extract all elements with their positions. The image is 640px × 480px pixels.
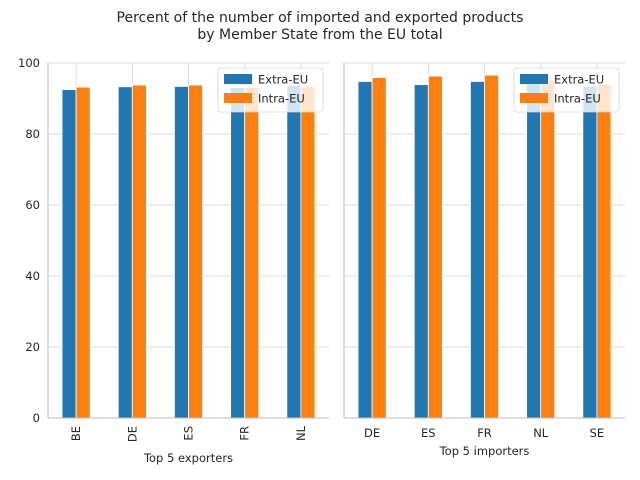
x-axis-label: Top 5 exporters [143, 451, 233, 465]
bar-intra-eu-es [188, 84, 203, 419]
bar-intra-eu-fr [484, 74, 499, 419]
legend-swatch [224, 93, 252, 103]
bar-extra-eu-nl [526, 81, 542, 419]
y-tick-label: 100 [18, 56, 40, 70]
bar-extra-eu-de [117, 86, 133, 419]
legend: Extra-EU Intra-EU [513, 67, 620, 113]
chart-title-line: Percent of the number of imported and ex… [117, 10, 524, 26]
x-tick-label: ES [421, 426, 436, 440]
bar-intra-eu-se [596, 83, 612, 419]
bar-extra-eu-nl [286, 84, 302, 419]
bar-extra-eu-es [174, 86, 189, 419]
bar-extra-eu-de [357, 81, 373, 419]
subplot-1: 0 20 40 60 80 100 BE DE ES FR NL Top 5 exporters Ext… [18, 56, 329, 465]
x-tick-label: FR [238, 426, 252, 441]
legend-entry: Extra-EU [258, 73, 308, 87]
chart-title: Percent of the number of imported and ex… [117, 10, 524, 43]
bar-intra-eu-nl [300, 86, 316, 419]
legend-swatch [520, 93, 548, 103]
bar-intra-eu-de [131, 84, 147, 419]
legend-swatch [224, 74, 252, 84]
bar-intra-eu-fr [244, 87, 260, 419]
bar-intra-eu-nl [540, 79, 556, 419]
legend-entry: Extra-EU [554, 73, 604, 87]
x-tick-label: NL [533, 426, 549, 440]
bar-extra-eu-es [413, 84, 429, 419]
bar-extra-eu-be [61, 89, 77, 419]
y-tick-label: 60 [25, 198, 40, 212]
x-axis-label: Top 5 importers [439, 444, 530, 458]
y-tick-label: 0 [33, 411, 40, 425]
legend: Extra-EU Intra-EU [217, 67, 324, 113]
x-tick-label: BE [69, 426, 83, 441]
x-tick-label: NL [294, 425, 308, 441]
y-tick-label: 80 [25, 127, 40, 141]
bar-extra-eu-se [582, 86, 598, 419]
subplot-2: DE ES FR NL SE Top 5 importers Extra-EU Intra-E… [343, 62, 625, 458]
bar-intra-eu-de [371, 77, 387, 419]
bar-extra-eu-fr [470, 81, 485, 419]
y-tick-label: 40 [25, 269, 40, 283]
x-tick-label: DE [364, 426, 380, 440]
chart-title-line: by Member State from the EU total [197, 27, 442, 43]
bar-extra-eu-fr [230, 87, 246, 419]
legend-swatch [520, 74, 548, 84]
x-tick-label: ES [182, 426, 196, 441]
bar-intra-eu-be [75, 86, 91, 419]
legend-entry: Intra-EU [258, 92, 305, 106]
bar-intra-eu-es [427, 75, 443, 419]
legend-entry: Intra-EU [554, 92, 601, 106]
y-tick-label: 20 [25, 340, 40, 354]
x-tick-label: FR [477, 426, 492, 440]
x-tick-label: SE [590, 426, 605, 440]
x-tick-label: DE [125, 426, 139, 442]
